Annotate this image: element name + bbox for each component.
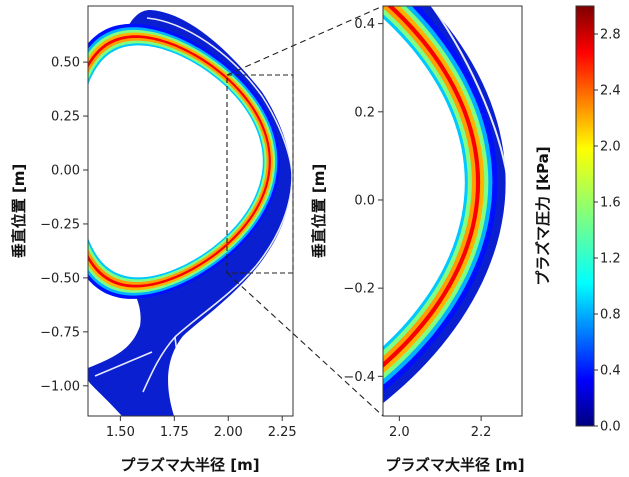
- colorbar-tick-label: 0.0: [600, 420, 621, 435]
- plasma-core-region: [88, 45, 263, 278]
- zoom-region-box: [226, 74, 294, 274]
- separatrix-line: [94, 17, 293, 411]
- axes-b-frame: [382, 5, 523, 417]
- x-tick-label: 2.00: [214, 425, 243, 440]
- y-tick-label: −0.50: [40, 271, 80, 286]
- x-tick-label: 2.25: [268, 425, 297, 440]
- y-tick-label: 0.0: [354, 193, 375, 208]
- zoomed-edge-panel: 2.0 2.2 0.4 0.2 0.0 −0.2 −0.4 プラズマ大半径 [m] 垂直位…: [310, 5, 525, 474]
- x-tick-label: 2.2: [471, 425, 492, 440]
- pressure-rings: [88, 23, 281, 299]
- full-cross-section-panel: 1.50 1.75 2.00 2.25 0.50 0.25 0.00 −0.25 −0.50 −…: [10, 5, 297, 474]
- y-axis-label-a: 垂直位置 [m]: [10, 164, 28, 259]
- y-axis-label-b: 垂直位置 [m]: [310, 164, 328, 259]
- x-tick-label: 2.0: [389, 425, 410, 440]
- y-tick-label: 0.50: [51, 56, 80, 71]
- colorbar: 0.0 0.4 0.8 1.2 1.6 2.0 2.4 2.8 プラズマ圧力 [kPa]: [534, 5, 621, 435]
- colorbar-tick-label: 0.4: [600, 364, 621, 379]
- colorbar-tick-label: 2.0: [600, 140, 621, 155]
- y-tick-label: −0.25: [40, 217, 80, 232]
- zoom-connector-bottom: [226, 272, 384, 417]
- zoomed-core-region: [383, 18, 465, 347]
- y-tick-label: 0.2: [354, 105, 375, 120]
- x-tick-label: 1.75: [160, 425, 189, 440]
- x-tick-label: 1.50: [106, 425, 135, 440]
- x-axis-label-a: プラズマ大半径 [m]: [120, 456, 259, 474]
- x-axis-label-b: プラズマ大半径 [m]: [385, 456, 524, 474]
- colorbar-tick-label: 0.8: [600, 308, 621, 323]
- y-tick-label: −0.4: [343, 370, 375, 385]
- zoomed-pressure-rings: [383, 6, 506, 404]
- y-tick-label: −0.2: [343, 282, 375, 297]
- colorbar-tick-label: 2.4: [600, 84, 621, 99]
- y-tick-label: 0.4: [354, 17, 375, 32]
- y-tick-label: 0.25: [51, 110, 80, 125]
- colorbar-tick-label: 2.8: [600, 28, 621, 43]
- y-tick-label: −1.00: [40, 379, 80, 394]
- y-tick-label: 0.00: [51, 164, 80, 179]
- y-tick-label: −0.75: [40, 325, 80, 340]
- zoom-connector-top: [226, 5, 384, 76]
- colorbar-tick-label: 1.2: [600, 252, 621, 267]
- colorbar-tick-label: 1.6: [600, 196, 621, 211]
- colorbar-label: プラズマ圧力 [kPa]: [534, 146, 552, 285]
- colorbar-scale: [575, 5, 595, 427]
- zoomed-separatrix-line: [429, 6, 512, 416]
